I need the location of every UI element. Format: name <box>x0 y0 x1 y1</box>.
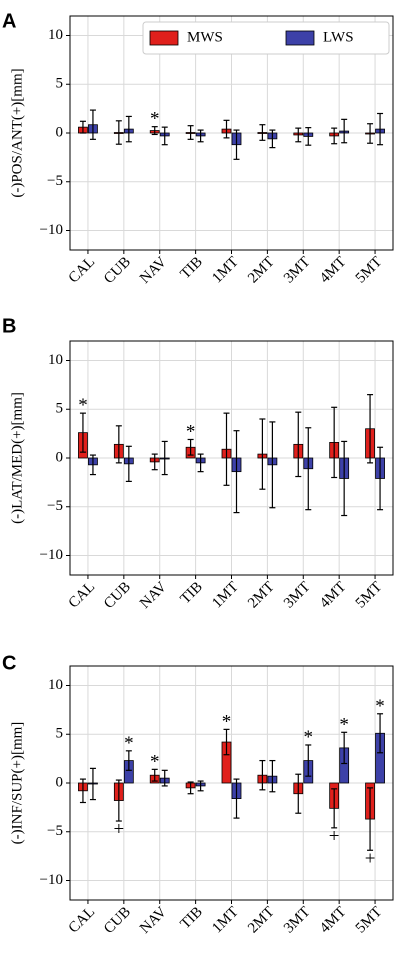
x-tick-label: TIB <box>177 254 205 282</box>
y-tick-label: −5 <box>47 173 63 189</box>
x-tick-label: 2MT <box>245 904 278 937</box>
x-tick-label: NAV <box>137 254 170 287</box>
legend-label: MWS <box>187 29 223 45</box>
y-tick-label: 10 <box>48 27 63 43</box>
y-tick-label: 5 <box>56 401 64 417</box>
significance-marker: * <box>304 727 314 748</box>
x-tick-label: 4MT <box>317 579 350 612</box>
x-tick-label: 1MT <box>209 254 242 287</box>
y-axis-label: (-)POS/ANT(+)[mm] <box>9 68 25 197</box>
legend: MWS LWS <box>142 21 390 55</box>
y-tick-label: −10 <box>40 547 63 563</box>
panel-B: B −10 −5 0 5 10 (-)LAT/MED(+)[mm] CAL CUB NAV TIB 1… <box>2 315 394 612</box>
panel-C: C −10 −5 0 5 10 (-)INF/SUP(+)[mm] CAL CUB NAV TIB 1… <box>2 652 394 937</box>
x-tick-label: 5MT <box>353 904 386 937</box>
x-tick-label: CUB <box>101 254 134 287</box>
legend-swatch <box>149 30 179 46</box>
significance-marker: * <box>186 421 196 442</box>
panel-letter: A <box>2 10 16 32</box>
x-tick-label: TIB <box>177 904 205 932</box>
x-tick-label: CUB <box>101 579 134 612</box>
x-tick-label: 5MT <box>353 579 386 612</box>
significance-marker: * <box>222 711 232 732</box>
x-tick-label: CUB <box>101 904 134 937</box>
significance-marker: * <box>150 751 160 772</box>
x-tick-label: 1MT <box>209 904 242 937</box>
y-tick-label: 5 <box>56 726 64 742</box>
x-tick-label: 4MT <box>317 254 350 287</box>
y-tick-label: 0 <box>56 449 64 465</box>
significance-marker: * <box>150 109 160 130</box>
x-tick-label: 3MT <box>281 579 314 612</box>
y-tick-label: 5 <box>56 76 64 92</box>
significance-marker: * <box>339 714 349 735</box>
x-tick-label: 3MT <box>281 254 314 287</box>
significance-marker: + <box>365 848 376 869</box>
y-tick-label: 10 <box>48 352 63 368</box>
significance-marker: * <box>78 395 88 416</box>
y-tick-label: 0 <box>56 774 64 790</box>
y-tick-label: −10 <box>40 222 63 238</box>
x-tick-label: CAL <box>66 254 99 287</box>
x-tick-label: 2MT <box>245 254 278 287</box>
legend-box <box>142 21 390 55</box>
y-tick-label: −5 <box>47 823 63 839</box>
y-tick-label: −10 <box>40 872 63 888</box>
significance-marker: + <box>329 826 340 847</box>
x-tick-label: CAL <box>66 579 99 612</box>
y-tick-label: 0 <box>56 124 64 140</box>
x-tick-label: NAV <box>137 579 170 612</box>
legend-swatch <box>285 30 315 46</box>
panel-A: A −10 −5 0 5 10 (-)POS/ANT(+)[mm] CAL CUB NAV TIB 1… <box>2 10 394 287</box>
panel-letter: B <box>2 315 16 337</box>
x-tick-label: 3MT <box>281 904 314 937</box>
x-tick-label: 2MT <box>245 579 278 612</box>
panel-letter: C <box>2 652 16 674</box>
x-tick-label: 4MT <box>317 904 350 937</box>
significance-marker: + <box>113 819 124 840</box>
legend-label: LWS <box>323 29 354 45</box>
y-tick-label: −5 <box>47 498 63 514</box>
x-tick-label: 1MT <box>209 579 242 612</box>
significance-marker: * <box>124 733 134 754</box>
y-tick-label: 10 <box>48 677 63 693</box>
x-tick-label: CAL <box>66 904 99 937</box>
y-axis-label: (-)INF/SUP(+)[mm] <box>9 722 25 845</box>
x-tick-label: NAV <box>137 904 170 937</box>
y-axis-label: (-)LAT/MED(+)[mm] <box>9 392 25 524</box>
significance-marker: * <box>375 696 385 717</box>
x-tick-label: TIB <box>177 579 205 607</box>
x-tick-label: 5MT <box>353 254 386 287</box>
